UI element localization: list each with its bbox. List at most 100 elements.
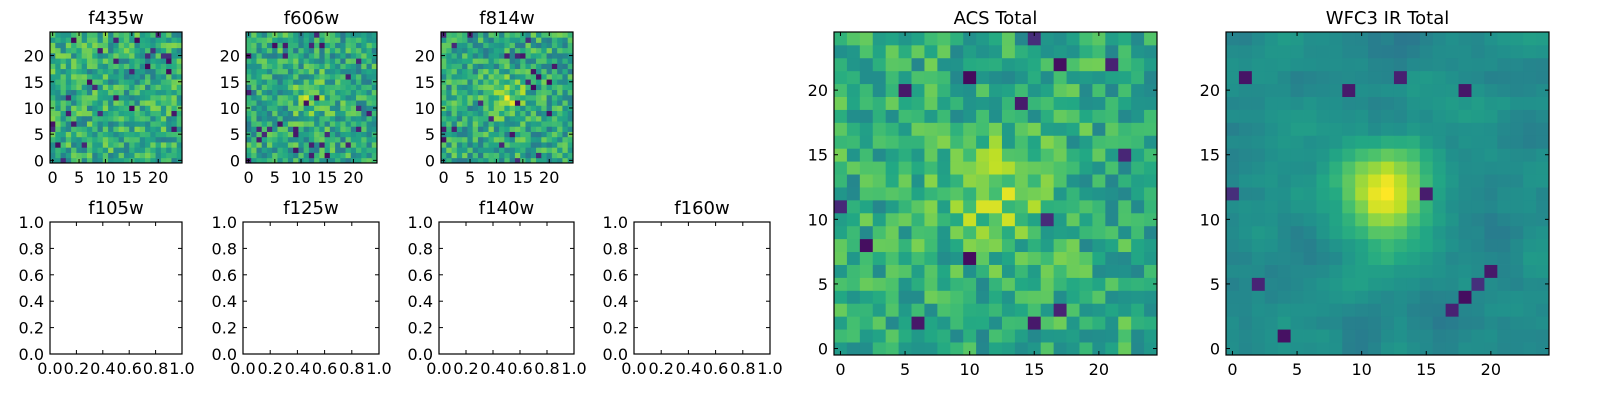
heatmap-cell <box>1536 83 1550 97</box>
heatmap-cell <box>361 68 367 75</box>
heatmap-cell <box>361 147 367 153</box>
heatmap-cell <box>441 42 447 49</box>
heatmap-cell <box>885 96 899 110</box>
heatmap-cell <box>261 37 268 43</box>
heatmap-cell <box>467 100 474 106</box>
heatmap-cell <box>1264 148 1279 162</box>
heatmap-cell <box>314 142 320 148</box>
heatmap-cell <box>366 52 373 59</box>
heatmap-cell <box>1381 212 1395 227</box>
heatmap-cell <box>1290 199 1304 214</box>
heatmap-cell <box>562 147 569 153</box>
heatmap-cell <box>1079 264 1093 278</box>
heatmap-cell <box>319 89 325 96</box>
heatmap-cell <box>272 52 278 59</box>
heatmap-cell <box>1316 122 1330 136</box>
heatmap-cell <box>551 147 558 153</box>
heatmap-cell <box>924 251 938 265</box>
heatmap-cell <box>50 142 56 148</box>
x-tick-label: 15 <box>513 168 533 187</box>
heatmap-cell <box>950 342 964 356</box>
heatmap-cell <box>145 84 151 91</box>
heatmap-cell <box>456 58 463 64</box>
heatmap-cell <box>1510 212 1524 227</box>
heatmap-cell <box>86 121 93 127</box>
heatmap-cell <box>446 147 452 153</box>
heatmap-cell <box>1316 225 1330 240</box>
heatmap-cell <box>118 79 125 85</box>
heatmap-cell <box>303 157 310 164</box>
heatmap-cell <box>520 89 526 96</box>
heatmap-cell <box>1092 161 1106 175</box>
heatmap-cell <box>123 142 130 148</box>
heatmap-cell <box>1484 212 1498 227</box>
heatmap-cell <box>963 303 977 317</box>
heatmap-cell <box>1277 329 1291 343</box>
x-tick-label: 0.0 <box>426 359 451 378</box>
heatmap-cell <box>937 342 951 356</box>
heatmap-cell <box>557 47 563 54</box>
heatmap-cell <box>1118 109 1132 123</box>
heatmap-cell <box>366 157 373 164</box>
heatmap-cell <box>1238 329 1253 343</box>
heatmap-cell <box>885 212 899 227</box>
heatmap-cell <box>885 57 899 72</box>
heatmap-cell <box>1342 109 1356 123</box>
heatmap-cell <box>76 152 83 159</box>
heatmap-cell <box>488 58 495 64</box>
heatmap-cell <box>361 73 367 80</box>
heatmap-cell <box>1264 199 1279 214</box>
heatmap-cell <box>846 225 861 240</box>
heatmap-cell <box>361 121 367 127</box>
heatmap-cell <box>308 42 315 49</box>
heatmap-cell <box>989 57 1003 72</box>
heatmap-cell <box>472 47 479 54</box>
heatmap-cell <box>467 147 474 153</box>
heatmap-cell <box>1251 109 1266 123</box>
heatmap-cell <box>340 37 346 43</box>
heatmap-cell <box>898 303 912 317</box>
heatmap-cell <box>1303 44 1317 59</box>
heatmap-cell <box>108 47 114 54</box>
heatmap-cell <box>1040 187 1055 201</box>
heatmap-cell <box>1445 251 1459 265</box>
heatmap-cell <box>1066 225 1080 240</box>
heatmap-cell <box>488 121 495 127</box>
heatmap-cell <box>441 63 447 70</box>
heatmap-cell <box>118 157 125 164</box>
heatmap-cell <box>1226 199 1240 214</box>
heatmap-cell <box>266 32 273 38</box>
heatmap-cell <box>329 58 336 64</box>
heatmap-cell <box>859 290 874 304</box>
heatmap-cell <box>551 32 558 38</box>
heatmap-cell <box>1001 57 1016 72</box>
heatmap-cell <box>1277 342 1291 356</box>
heatmap-cell <box>562 152 569 159</box>
heatmap-cell <box>1303 225 1317 240</box>
x-tick-label: 0.6 <box>507 359 532 378</box>
heatmap-cell <box>1053 70 1067 85</box>
heatmap-cell <box>1092 109 1106 123</box>
heatmap-cell <box>504 73 511 80</box>
heatmap-cell <box>541 58 547 64</box>
heatmap-cell <box>139 126 146 132</box>
heatmap-cell <box>976 251 990 265</box>
heatmap-cell <box>477 68 484 75</box>
heatmap-cell <box>1053 238 1067 253</box>
heatmap-cell <box>1027 161 1042 175</box>
heatmap-cell <box>834 316 848 330</box>
heatmap-cell <box>139 100 146 106</box>
heatmap-cell <box>976 264 990 278</box>
heatmap-cell <box>1536 109 1550 123</box>
heatmap-cell <box>1040 251 1055 265</box>
heatmap-cell <box>1001 32 1016 46</box>
heatmap-cell <box>1523 316 1537 330</box>
heatmap-cell <box>166 79 172 85</box>
heatmap-cell <box>1368 161 1382 175</box>
heatmap-cell <box>65 32 72 38</box>
axes-frame <box>245 31 378 164</box>
heatmap-cell <box>456 126 463 132</box>
heatmap-cell <box>898 316 912 330</box>
heatmap-cell <box>885 329 899 343</box>
